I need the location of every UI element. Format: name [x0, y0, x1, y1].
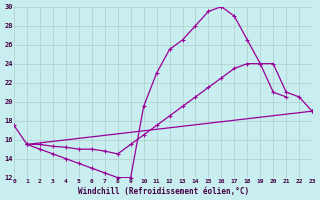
X-axis label: Windchill (Refroidissement éolien,°C): Windchill (Refroidissement éolien,°C)	[77, 187, 249, 196]
